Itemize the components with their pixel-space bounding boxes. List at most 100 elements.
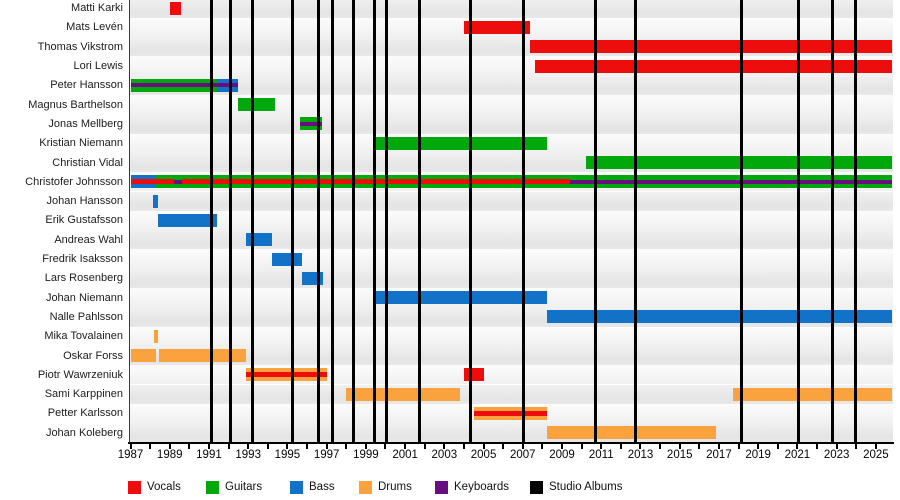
axis-tick <box>502 444 505 449</box>
bass-swatch <box>290 481 303 494</box>
axis-tick <box>796 444 799 449</box>
legend-label: Bass <box>309 481 335 493</box>
studio-album-line <box>373 0 377 443</box>
row-stripe <box>129 249 893 269</box>
axis-year-label: 1993 <box>235 449 261 461</box>
studio-album-line <box>229 0 233 443</box>
axis-tick <box>345 444 348 449</box>
member-name-label: Oskar Forss <box>63 349 123 362</box>
legend-label: Keyboards <box>454 481 509 493</box>
drums-swatch <box>359 481 372 494</box>
member-bar-vocals <box>534 59 893 73</box>
member-name-label: Lori Lewis <box>73 60 123 73</box>
member-name-label: Piotr Wawrzeniuk <box>37 368 123 381</box>
member-name-label: Christofer Johnsson <box>25 175 123 188</box>
vocals-swatch <box>128 481 141 494</box>
axis-year-label: 1987 <box>117 449 144 461</box>
axis-tick <box>188 444 191 449</box>
axis-year-label: 1989 <box>156 449 183 461</box>
row-stripe <box>129 230 893 250</box>
member-bar-vocals <box>529 40 893 54</box>
legend-label: Drums <box>378 481 412 493</box>
member-name-label: Erik Gustafsson <box>45 214 123 227</box>
member-name-label: Mats Levén <box>66 21 123 34</box>
axis-year-label: 2001 <box>392 449 418 461</box>
axis-year-label: 2007 <box>510 449 536 461</box>
member-bar-guitars <box>585 156 893 170</box>
axis-tick <box>737 444 740 449</box>
axis-year-label: 2009 <box>549 449 575 461</box>
axis-tick <box>855 444 858 449</box>
member-name-label: Jonas Mellberg <box>48 117 123 130</box>
row-stripe <box>129 75 893 95</box>
y-axis-spine <box>129 0 130 443</box>
axis-tick <box>286 444 289 449</box>
axis-tick <box>482 444 485 449</box>
axis-tick <box>404 444 407 449</box>
member-bar-keyboards <box>130 83 239 88</box>
x-axis-line <box>128 442 894 444</box>
axis-tick <box>325 444 328 449</box>
member-bar-vocals <box>245 372 327 378</box>
axis-tick <box>600 444 603 449</box>
member-name-label: Kristian Niemann <box>39 137 123 150</box>
member-bar-drums <box>154 329 159 343</box>
row-stripe <box>129 268 893 288</box>
studio-album-line <box>831 0 835 443</box>
axis-year-label: 1991 <box>196 449 222 461</box>
member-name-label: Thomas Vikstrom <box>37 40 123 53</box>
member-name-label: Nalle Pahlsson <box>49 310 123 323</box>
member-name-label: Mika Tovalainen <box>44 330 123 343</box>
axis-tick <box>580 444 583 449</box>
axis-year-label: 2011 <box>588 449 614 461</box>
axis-tick <box>816 444 819 449</box>
axis-tick <box>207 444 210 449</box>
axis-tick <box>423 444 426 449</box>
axis-tick <box>129 444 132 449</box>
axis-tick <box>364 444 367 449</box>
member-bar-bass <box>271 252 303 266</box>
axis-year-label: 2013 <box>627 449 654 461</box>
member-name-label: Johan Koleberg <box>45 426 123 439</box>
member-name-label: Petter Karlsson <box>47 407 123 420</box>
axis-tick <box>698 444 701 449</box>
member-bar-keyboards <box>300 121 322 126</box>
axis-year-label: 2023 <box>823 449 850 461</box>
studio-album-line <box>853 0 857 443</box>
legend-label: Studio Albums <box>549 481 623 493</box>
axis-year-label: 2017 <box>706 449 732 461</box>
studio-album-line <box>593 0 597 443</box>
keyboards-swatch <box>435 481 448 494</box>
albums-swatch <box>530 481 543 494</box>
studio-album-line <box>384 0 388 443</box>
member-name-label: Matti Karki <box>71 2 123 15</box>
member-name-label: Peter Hansson <box>50 79 123 92</box>
axis-year-label: 2005 <box>470 449 497 461</box>
row-stripe <box>129 0 893 18</box>
member-bar-guitars <box>238 98 275 112</box>
member-name-label: Sami Karppinen <box>44 388 123 401</box>
member-bar-drums <box>158 349 247 363</box>
axis-tick <box>717 444 720 449</box>
member-bar-vocals <box>130 179 174 185</box>
studio-album-line <box>209 0 213 443</box>
member-bar-vocals <box>169 1 182 15</box>
axis-tick <box>619 444 622 449</box>
member-bar-drums <box>733 387 893 401</box>
member-bar-vocals <box>463 368 484 382</box>
member-name-label: Andreas Wahl <box>54 233 123 246</box>
guitars-swatch <box>206 481 219 494</box>
axis-tick <box>521 444 524 449</box>
axis-year-label: 2025 <box>863 449 889 461</box>
axis-tick <box>835 444 838 449</box>
member-name-label: Lars Rosenberg <box>44 272 123 285</box>
axis-year-label: 1997 <box>313 449 340 461</box>
axis-tick <box>874 444 877 449</box>
studio-album-line <box>291 0 295 443</box>
axis-tick <box>639 444 642 449</box>
row-stripe <box>129 114 893 134</box>
member-bar-vocals <box>463 20 530 34</box>
axis-tick <box>462 444 465 449</box>
member-bar-bass <box>547 310 893 324</box>
